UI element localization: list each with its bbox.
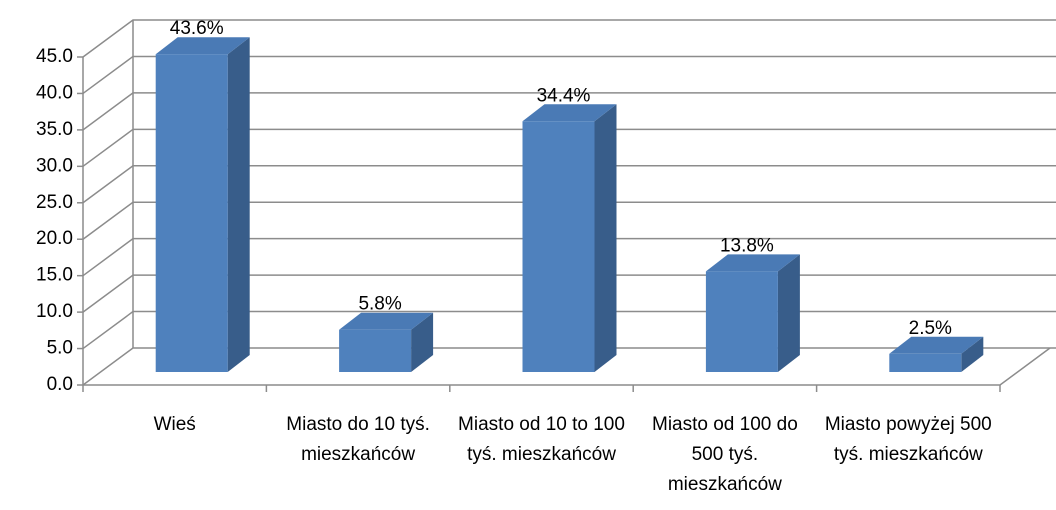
bar-top: [889, 336, 984, 354]
grid-line: [82, 128, 1056, 167]
x-tick-label: Miasto powyżej 500 tyś. mieszkańców: [824, 414, 992, 465]
x-tick-label: Miasto do 10 tyś. mieszkańców: [286, 414, 430, 465]
data-label: 34.4%: [537, 85, 591, 106]
y-tick-label: 45.0: [36, 46, 73, 67]
data-label: 5.8%: [358, 294, 401, 315]
bar-top: [155, 37, 250, 55]
grid-line: [82, 237, 1056, 277]
grid-line: [82, 165, 1056, 204]
bar-side: [777, 254, 800, 372]
bar-side: [594, 104, 617, 373]
bar-top: [705, 254, 800, 272]
y-tick-label: 35.0: [36, 119, 73, 140]
grid-line: [82, 19, 1056, 58]
bar: [889, 353, 962, 372]
y-tick-label: 15.0: [36, 265, 73, 286]
bar: [522, 121, 595, 372]
bar-top: [522, 104, 617, 122]
bar-top: [339, 312, 434, 330]
bar: [339, 329, 412, 372]
y-tick-label: 0.0: [47, 374, 73, 395]
data-label: 2.5%: [909, 318, 952, 339]
bar-side: [961, 336, 984, 372]
grid-line: [82, 201, 1056, 240]
bar: [705, 271, 778, 372]
x-tick-label: Miasto od 100 do 500 tyś. mieszkańców: [652, 414, 798, 495]
x-tick-label: Wieś: [153, 414, 196, 435]
y-tick-label: 5.0: [47, 338, 73, 359]
y-tick-label: 30.0: [36, 155, 73, 176]
data-label: 13.8%: [720, 235, 774, 256]
bar-side: [227, 37, 250, 373]
data-label: 43.6%: [170, 18, 224, 39]
bar-side: [411, 312, 434, 372]
y-tick-label: 20.0: [36, 228, 73, 249]
x-tick-label: Miasto od 10 to 100 tyś. mieszkańców: [458, 414, 625, 465]
y-tick-label: 40.0: [36, 82, 73, 103]
y-tick-label: 10.0: [36, 301, 73, 322]
grid-line: [82, 92, 1056, 131]
y-tick-label: 25.0: [36, 192, 73, 213]
grid-line: [82, 55, 1056, 95]
bar: [155, 54, 228, 373]
